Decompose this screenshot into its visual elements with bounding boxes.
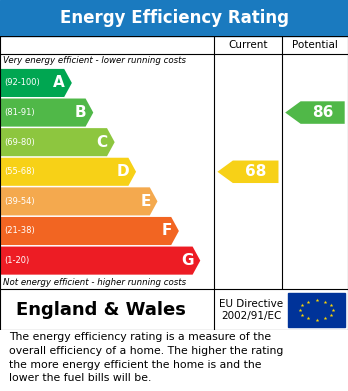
- Text: (39-54): (39-54): [4, 197, 35, 206]
- Bar: [288, 292, 345, 327]
- Text: (81-91): (81-91): [4, 108, 35, 117]
- Text: England & Wales: England & Wales: [16, 301, 185, 319]
- Text: Not energy efficient - higher running costs: Not energy efficient - higher running co…: [3, 278, 187, 287]
- Text: D: D: [117, 164, 129, 179]
- Polygon shape: [0, 158, 136, 186]
- Text: (21-38): (21-38): [4, 226, 35, 235]
- Polygon shape: [0, 217, 179, 245]
- Polygon shape: [0, 247, 200, 274]
- Polygon shape: [0, 187, 157, 215]
- Text: F: F: [161, 224, 172, 239]
- Text: Energy Efficiency Rating: Energy Efficiency Rating: [60, 9, 288, 27]
- Text: The energy efficiency rating is a measure of the
overall efficiency of a home. T: The energy efficiency rating is a measur…: [9, 332, 283, 383]
- Text: Current: Current: [228, 40, 268, 50]
- Polygon shape: [0, 128, 115, 156]
- Text: Potential: Potential: [292, 40, 338, 50]
- Text: 86: 86: [312, 105, 333, 120]
- Text: E: E: [140, 194, 151, 209]
- Polygon shape: [0, 99, 93, 127]
- Text: (55-68): (55-68): [4, 167, 35, 176]
- Polygon shape: [218, 161, 278, 183]
- Text: C: C: [97, 135, 108, 150]
- Text: G: G: [181, 253, 193, 268]
- Text: Very energy efficient - lower running costs: Very energy efficient - lower running co…: [3, 56, 187, 65]
- Polygon shape: [0, 69, 72, 97]
- Text: A: A: [53, 75, 65, 90]
- Text: (69-80): (69-80): [4, 138, 35, 147]
- Text: (1-20): (1-20): [4, 256, 30, 265]
- Polygon shape: [285, 101, 345, 124]
- Text: B: B: [75, 105, 86, 120]
- Text: (92-100): (92-100): [4, 79, 40, 88]
- Text: 68: 68: [245, 164, 266, 179]
- Text: EU Directive
2002/91/EC: EU Directive 2002/91/EC: [219, 299, 283, 321]
